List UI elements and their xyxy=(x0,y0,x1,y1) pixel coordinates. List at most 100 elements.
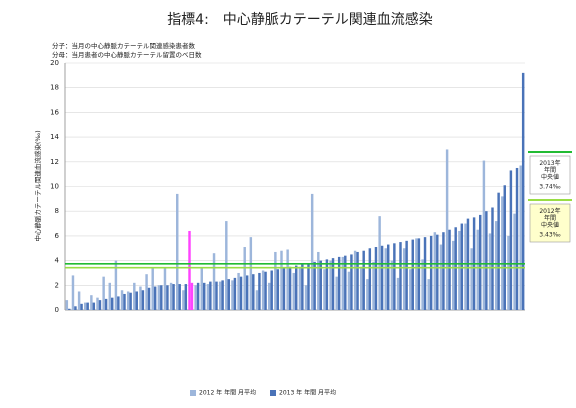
bar xyxy=(470,248,473,310)
bar xyxy=(485,211,488,310)
note: 分子：当月の中心静脈カテーテル関連感染患者数 xyxy=(52,41,196,50)
bar xyxy=(393,243,396,310)
bar xyxy=(153,286,157,310)
bar xyxy=(368,248,372,310)
bar xyxy=(218,281,222,310)
bar xyxy=(84,302,87,310)
bar xyxy=(329,260,332,310)
y-axis-label: 中心静脈カテーテル関連血流感染(‰) xyxy=(33,130,42,241)
bar xyxy=(68,308,71,310)
bar xyxy=(304,285,308,310)
bar xyxy=(274,251,277,310)
bar xyxy=(80,303,83,310)
bar xyxy=(402,248,406,310)
bar xyxy=(108,282,111,310)
bar xyxy=(176,193,179,310)
bar xyxy=(442,232,445,310)
bar xyxy=(126,291,130,310)
median-name-line: 中央値 xyxy=(541,173,559,181)
bar xyxy=(509,170,513,310)
bar xyxy=(233,277,237,310)
median-name: 2013年年間中央値 xyxy=(539,159,560,181)
bar xyxy=(120,290,124,310)
bar xyxy=(353,250,357,310)
y-tick-label: 6 xyxy=(55,232,60,240)
bar xyxy=(519,165,522,310)
y-tick-label: 2 xyxy=(55,281,59,289)
bar xyxy=(507,235,510,310)
y-tick-label: 16 xyxy=(50,108,59,116)
bar xyxy=(356,251,359,310)
bar xyxy=(239,276,243,310)
bar xyxy=(482,160,486,310)
bar xyxy=(399,242,402,310)
bar xyxy=(231,280,234,310)
bar xyxy=(90,295,93,310)
bar xyxy=(497,192,500,310)
bar xyxy=(212,253,216,310)
bar xyxy=(71,275,75,310)
bar xyxy=(182,290,185,310)
bar xyxy=(245,275,249,310)
bar xyxy=(227,279,230,310)
bar xyxy=(366,279,369,310)
bar xyxy=(341,256,345,310)
bar xyxy=(331,258,335,310)
bar xyxy=(160,285,163,310)
bar xyxy=(380,245,384,310)
y-tick-label: 4 xyxy=(55,257,60,265)
median-name-line: 中央値 xyxy=(541,221,559,229)
bar xyxy=(458,230,461,310)
bar xyxy=(258,272,261,310)
bar xyxy=(409,269,412,310)
bar xyxy=(194,285,197,310)
bar xyxy=(261,270,265,310)
bar xyxy=(178,284,181,310)
bar xyxy=(439,244,443,310)
median-name-line: 年間 xyxy=(544,166,556,174)
median-box xyxy=(529,155,571,195)
bar xyxy=(344,255,347,310)
bar xyxy=(501,196,504,310)
bar xyxy=(157,285,161,310)
bar xyxy=(117,296,120,310)
y-tick-label: 14 xyxy=(50,133,59,141)
bar xyxy=(135,291,138,310)
bar xyxy=(209,281,212,310)
bar xyxy=(111,297,114,310)
bar xyxy=(190,282,194,310)
bar xyxy=(360,266,363,310)
median-name-line: 2013年 xyxy=(539,159,560,167)
bar xyxy=(521,72,525,310)
bar xyxy=(255,290,259,310)
bar xyxy=(452,240,455,310)
bar xyxy=(141,290,145,310)
median-box xyxy=(529,203,571,243)
bar xyxy=(372,261,375,310)
bar xyxy=(317,251,320,310)
bar xyxy=(362,250,365,310)
y-tick-label: 0 xyxy=(55,306,59,314)
bar xyxy=(491,207,494,310)
note: 分母：当月患者の中心静脈カテーテル留置のべ日数 xyxy=(52,50,202,59)
bar xyxy=(169,282,173,310)
y-tick-label: 12 xyxy=(50,158,59,166)
bar xyxy=(270,270,273,310)
bar xyxy=(411,239,414,310)
bar xyxy=(145,274,148,310)
bar xyxy=(417,238,421,310)
bar xyxy=(221,280,224,310)
bar xyxy=(123,293,126,310)
bar xyxy=(436,234,439,310)
bar xyxy=(323,269,326,310)
legend-swatch xyxy=(190,390,196,396)
bar xyxy=(77,291,81,310)
bar xyxy=(460,223,464,310)
bar xyxy=(347,271,351,310)
bar xyxy=(335,276,338,310)
bar xyxy=(423,237,427,310)
bar xyxy=(215,281,218,310)
bar xyxy=(337,256,341,310)
bar xyxy=(286,249,289,310)
